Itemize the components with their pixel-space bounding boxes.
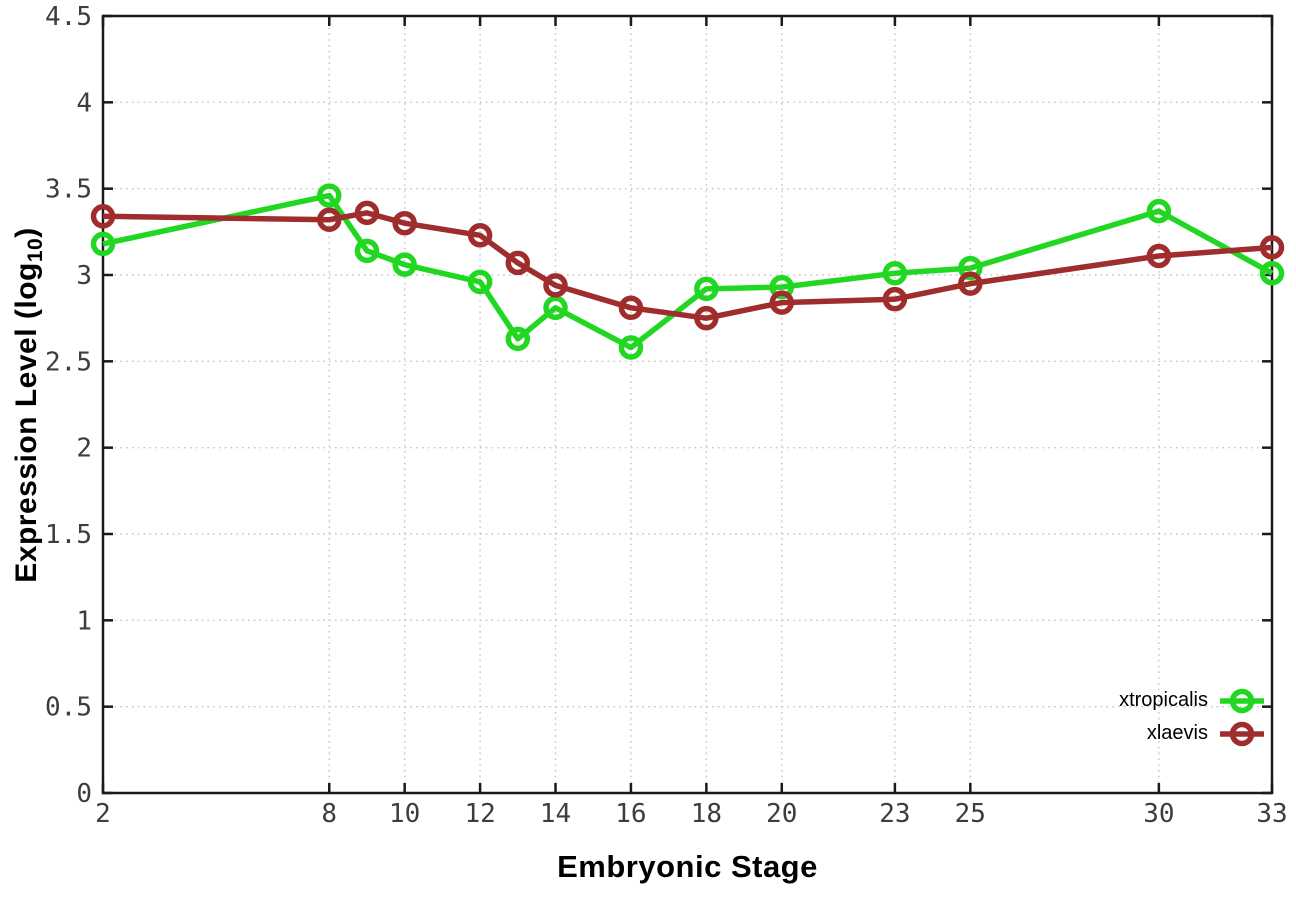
data-point-xlaevis — [694, 305, 719, 331]
y-axis-title-suffix: ) — [10, 227, 43, 238]
data-point-xlaevis — [618, 295, 644, 321]
legend-row-xlaevis: xlaevis — [1119, 717, 1265, 750]
data-point-xtropicalis — [958, 255, 983, 281]
x-axis-title: Embryonic Stage — [557, 849, 818, 884]
legend-point-sample — [1229, 721, 1255, 746]
data-point-xtropicalis — [392, 252, 417, 277]
data-point-xlaevis — [882, 286, 908, 312]
data-point-xlaevis — [354, 200, 380, 226]
x-tick-label: 12 — [464, 799, 495, 829]
data-point-xtropicalis — [1146, 198, 1172, 224]
y-tick-label: 2.5 — [45, 347, 92, 377]
y-tick-label: 4 — [76, 88, 92, 118]
data-point-xtropicalis — [769, 274, 795, 300]
data-point-xlaevis — [505, 250, 531, 276]
y-tick-label: 2 — [76, 434, 92, 464]
y-tick-label: 3.5 — [45, 175, 92, 205]
x-tick-label: 14 — [540, 799, 571, 829]
legend-marker-xlaevis-icon — [1220, 721, 1264, 746]
y-tick-label: 4.5 — [45, 2, 92, 32]
y-tick-label: 1.5 — [45, 520, 92, 550]
data-point-xlaevis — [317, 207, 342, 232]
data-point-xtropicalis — [1259, 261, 1285, 286]
series-line-xlaevis — [102, 210, 1273, 321]
data-point-xlaevis — [1259, 235, 1285, 260]
legend-marker-xtropicalis-icon — [1220, 688, 1264, 713]
data-point-xtropicalis — [882, 261, 908, 286]
data-point-xtropicalis — [317, 183, 342, 208]
y-axis-title: Expression Level (log10) — [10, 227, 48, 582]
data-point-xlaevis — [769, 290, 795, 315]
legend: xtropicalis xlaevis — [1119, 684, 1265, 750]
data-point-xlaevis — [90, 204, 116, 229]
data-point-xtropicalis — [90, 231, 116, 257]
data-point-xlaevis — [958, 271, 983, 296]
y-tick-label: 3 — [76, 261, 92, 291]
legend-point-sample — [1229, 688, 1255, 713]
x-tick-label: 8 — [321, 799, 337, 829]
data-point-xtropicalis — [505, 326, 531, 352]
legend-row-xtropicalis: xtropicalis — [1119, 684, 1265, 717]
y-tick-label: 1 — [76, 606, 92, 636]
data-point-xtropicalis — [694, 276, 719, 302]
data-point-xtropicalis — [543, 295, 568, 321]
data-point-xlaevis — [467, 223, 493, 248]
data-point-xtropicalis — [618, 335, 644, 360]
x-tick-label: 30 — [1143, 799, 1174, 829]
series-line-xtropicalis — [102, 192, 1274, 351]
y-tick-label: 0 — [76, 779, 92, 809]
x-tick-label: 23 — [879, 799, 910, 829]
x-tick-label: 10 — [389, 799, 420, 829]
data-point-xlaevis — [543, 273, 568, 298]
y-tick-label: 0.5 — [45, 693, 92, 723]
data-point-xtropicalis — [467, 269, 493, 295]
legend-label-xtropicalis: xtropicalis — [1119, 689, 1208, 711]
y-axis-title-subscript: 10 — [24, 237, 47, 263]
y-axis-title-text: Expression Level (log — [10, 262, 43, 583]
x-tick-label: 16 — [615, 799, 646, 829]
data-point-xlaevis — [1146, 243, 1172, 269]
x-tick-label: 18 — [691, 799, 722, 829]
data-point-xlaevis — [392, 210, 417, 236]
legend-label-xlaevis: xlaevis — [1146, 722, 1208, 744]
x-tick-label: 33 — [1256, 799, 1287, 829]
data-point-xtropicalis — [354, 238, 380, 264]
x-tick-label: 20 — [766, 799, 797, 829]
x-tick-label: 2 — [95, 799, 111, 829]
x-tick-label: 25 — [955, 799, 986, 829]
plot-border — [101, 14, 1274, 795]
